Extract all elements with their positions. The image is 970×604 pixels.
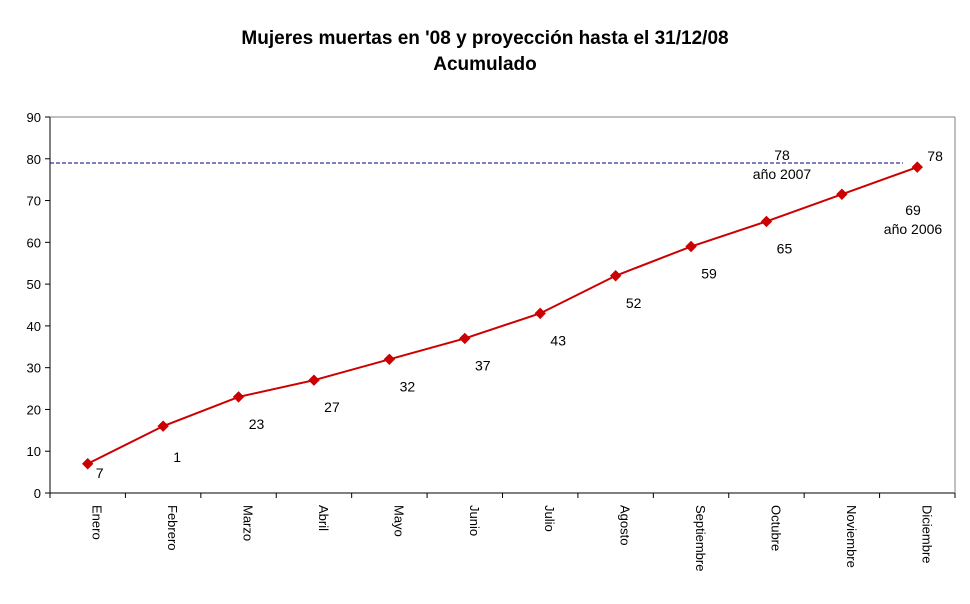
y-tick-label: 30 [27, 361, 41, 376]
x-tick-label: Noviembre [844, 505, 859, 568]
data-point [534, 307, 546, 320]
data-label: 43 [550, 332, 566, 348]
annotation-2006-label: año 2006 [884, 221, 943, 237]
data-labels-group: 7 1 23 27 32 37 43 52 59 65 78 [96, 148, 943, 481]
annotation-2006: 69 año 2006 [884, 202, 943, 237]
x-tick-label: Septiembre [693, 505, 708, 571]
annotation-2007: 78 año 2007 [753, 147, 812, 182]
data-point [836, 188, 848, 200]
data-label: 78 [927, 148, 943, 164]
data-label: 37 [475, 357, 491, 373]
data-label: 23 [249, 416, 265, 432]
annotation-2006-value: 69 [905, 202, 921, 218]
y-tick-label: 50 [27, 277, 41, 292]
y-tick-label: 0 [34, 486, 41, 501]
x-tick-label: Junio [467, 505, 482, 536]
y-tick-label: 10 [27, 444, 41, 459]
data-label: 1 [173, 449, 181, 465]
data-point [308, 374, 320, 386]
x-tick-label: Diciembre [919, 505, 934, 564]
data-point [760, 215, 773, 228]
data-label: 59 [701, 266, 717, 282]
chart-title: Mujeres muertas en '08 y proyección hast… [241, 28, 728, 49]
data-point [911, 161, 923, 173]
y-tick-label: 70 [27, 194, 41, 209]
chart-subtitle: Acumulado [433, 54, 536, 75]
y-tick-label: 90 [27, 110, 41, 125]
x-tick-label: Agosto [618, 505, 633, 545]
x-tick-label: Febrero [165, 505, 180, 551]
series-group [82, 161, 923, 470]
data-label: 32 [400, 378, 416, 394]
series-line [87, 166, 918, 465]
x-tick-label: Marzo [241, 505, 256, 541]
data-point [383, 353, 396, 366]
annotation-2007-value: 78 [774, 147, 790, 163]
data-point [157, 420, 169, 432]
x-tick-label: Enero [90, 505, 105, 540]
data-point [685, 240, 697, 253]
data-label: 7 [96, 465, 104, 481]
x-tick-label: Mayo [391, 505, 406, 537]
data-point [232, 391, 245, 403]
data-point [459, 332, 471, 345]
data-point [82, 458, 94, 470]
y-tick-label: 40 [27, 319, 41, 334]
y-tick-label: 80 [27, 152, 41, 167]
x-tick-label: Abril [316, 505, 331, 531]
data-label: 27 [324, 399, 340, 415]
x-tick-label: Octubre [768, 505, 783, 551]
y-tick-label: 20 [27, 402, 41, 417]
data-label: 65 [777, 240, 793, 256]
data-point [609, 270, 622, 282]
annotation-2007-label: año 2007 [753, 166, 812, 182]
axes: 0 10 20 30 40 50 60 70 80 90 Enero Febrero Marzo Abri… [27, 110, 956, 571]
y-tick-label: 60 [27, 235, 41, 250]
x-tick-label: Julio [542, 505, 557, 532]
data-label: 52 [626, 295, 642, 311]
